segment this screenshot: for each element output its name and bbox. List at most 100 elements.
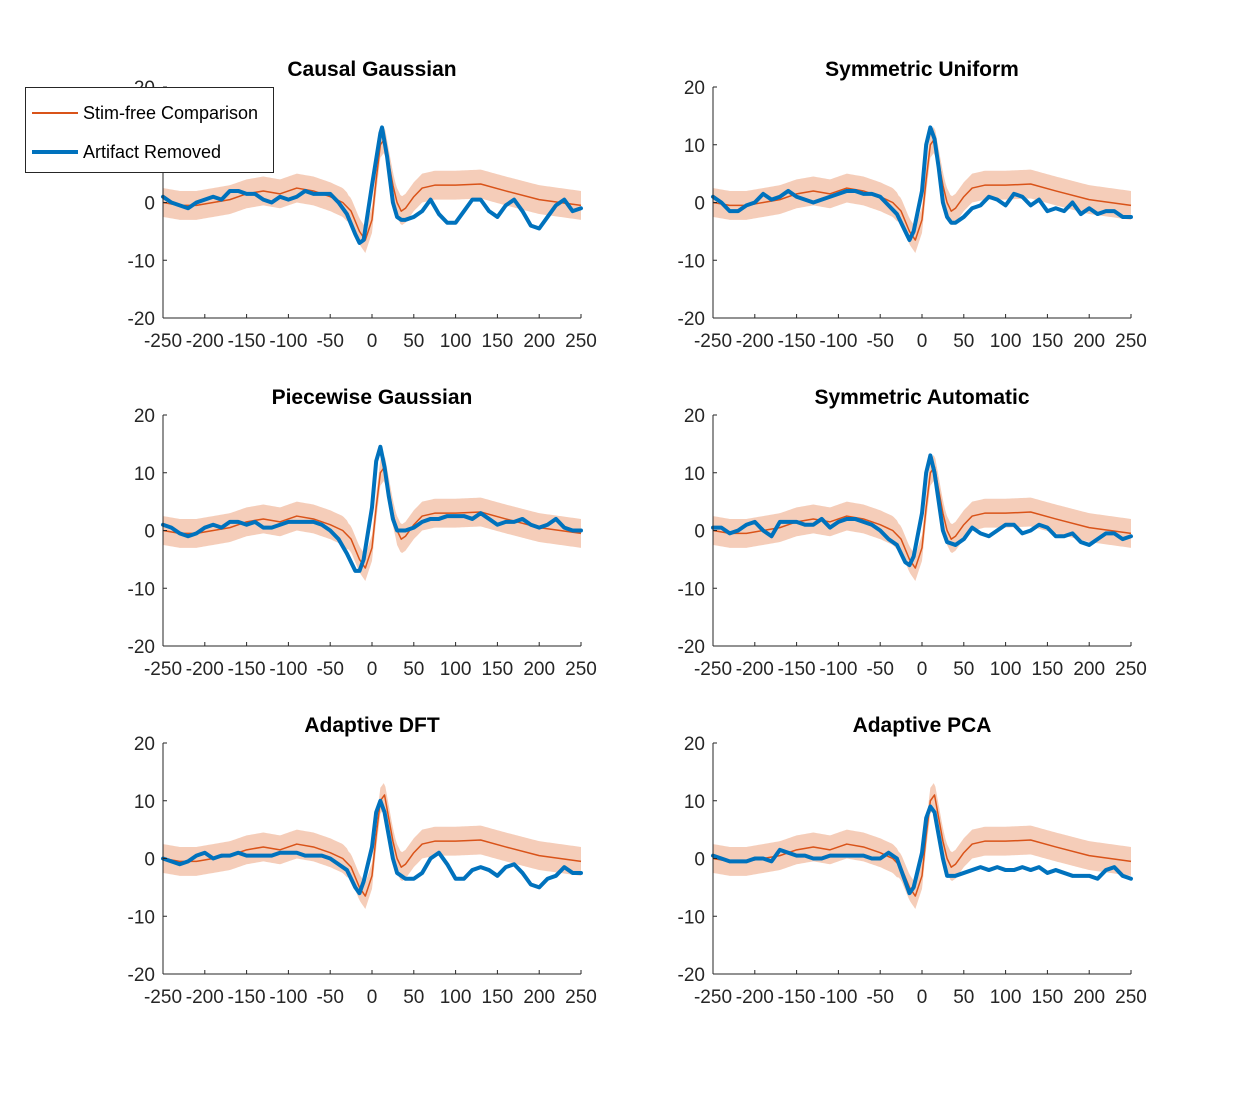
x-tick-label: 0 xyxy=(917,659,928,680)
subplot-title: Symmetric Automatic xyxy=(814,386,1029,409)
y-tick-label: -10 xyxy=(128,907,155,928)
x-tick-label: 0 xyxy=(367,331,378,352)
y-tick-label: 10 xyxy=(684,136,705,157)
y-tick-label: -10 xyxy=(128,251,155,272)
x-tick-label: 250 xyxy=(565,331,597,352)
x-tick-label: 150 xyxy=(1032,987,1064,1008)
legend-item-comparison: Stim-free Comparison xyxy=(32,101,258,125)
y-tick-label: -20 xyxy=(128,965,155,986)
comparison-line xyxy=(162,466,582,569)
series-comparison xyxy=(162,455,582,582)
y-tick-label: -20 xyxy=(128,637,155,658)
y-tick-label: 0 xyxy=(694,194,705,215)
x-tick-label: -150 xyxy=(778,987,816,1008)
subplot-title: Causal Gaussian xyxy=(287,58,456,81)
x-tick-label: 200 xyxy=(523,331,555,352)
y-tick-label: 0 xyxy=(694,850,705,871)
x-tick-label: 100 xyxy=(440,987,472,1008)
y-tick-label: 0 xyxy=(144,522,155,543)
subplot-title: Piecewise Gaussian xyxy=(272,386,473,409)
artifact-line xyxy=(711,125,1133,243)
x-tick-label: -50 xyxy=(866,659,893,680)
x-tick-label: -50 xyxy=(866,331,893,352)
comparison-line xyxy=(712,138,1132,241)
y-tick-label: -20 xyxy=(678,965,705,986)
x-tick-label: 150 xyxy=(482,331,514,352)
x-tick-label: 200 xyxy=(523,987,555,1008)
x-tick-label: -150 xyxy=(228,331,266,352)
confidence-band xyxy=(713,127,1131,254)
x-tick-label: 200 xyxy=(523,659,555,680)
x-tick-label: -100 xyxy=(269,987,307,1008)
x-tick-label: 50 xyxy=(953,659,974,680)
x-tick-label: -250 xyxy=(144,331,182,352)
x-tick-label: 100 xyxy=(990,331,1022,352)
x-tick-label: 50 xyxy=(953,987,974,1008)
artifact-line xyxy=(161,444,583,573)
x-tick-label: -200 xyxy=(736,331,774,352)
x-tick-label: 200 xyxy=(1073,659,1105,680)
x-tick-label: -150 xyxy=(778,659,816,680)
y-tick-label: 10 xyxy=(684,464,705,485)
subplot-title: Adaptive DFT xyxy=(304,714,440,737)
x-tick-label: -50 xyxy=(866,987,893,1008)
x-tick-label: 200 xyxy=(1073,987,1105,1008)
x-tick-label: -150 xyxy=(228,987,266,1008)
y-tick-label: 20 xyxy=(134,406,155,427)
y-tick-label: 10 xyxy=(684,792,705,813)
x-tick-label: 150 xyxy=(482,987,514,1008)
series-comparison xyxy=(712,783,1132,910)
x-tick-label: 250 xyxy=(1115,331,1147,352)
y-tick-label: 10 xyxy=(134,792,155,813)
subplot-1: Causal Gaussian-20-1001020-250-200-150-1… xyxy=(128,58,597,352)
x-tick-label: -150 xyxy=(778,331,816,352)
x-tick-label: -200 xyxy=(736,987,774,1008)
y-tick-label: 0 xyxy=(144,194,155,215)
legend-swatch-comparison xyxy=(32,112,78,114)
x-tick-label: -100 xyxy=(819,987,857,1008)
x-tick-label: 0 xyxy=(917,987,928,1008)
artifact-line xyxy=(711,453,1133,568)
x-tick-label: 150 xyxy=(1032,659,1064,680)
y-tick-label: -20 xyxy=(678,637,705,658)
y-tick-label: 0 xyxy=(694,522,705,543)
y-tick-label: -10 xyxy=(678,251,705,272)
y-tick-label: 20 xyxy=(684,734,705,755)
subplot-title: Adaptive PCA xyxy=(853,714,992,737)
x-tick-label: -250 xyxy=(694,987,732,1008)
y-tick-label: 10 xyxy=(134,464,155,485)
artifact-line xyxy=(711,804,1133,896)
x-tick-label: -150 xyxy=(228,659,266,680)
x-tick-label: -100 xyxy=(819,659,857,680)
x-tick-label: -250 xyxy=(144,659,182,680)
x-tick-label: 0 xyxy=(367,987,378,1008)
x-tick-label: -50 xyxy=(316,987,343,1008)
x-tick-label: -100 xyxy=(269,331,307,352)
subplot-title: Symmetric Uniform xyxy=(825,58,1019,81)
x-tick-label: -200 xyxy=(186,659,224,680)
artifact-line xyxy=(161,125,583,245)
y-tick-label: 20 xyxy=(684,406,705,427)
x-tick-label: 0 xyxy=(917,331,928,352)
confidence-band xyxy=(163,455,581,582)
x-tick-label: 200 xyxy=(1073,331,1105,352)
x-tick-label: 100 xyxy=(990,659,1022,680)
comparison-line xyxy=(712,794,1132,897)
x-tick-label: 50 xyxy=(403,659,424,680)
x-tick-label: 250 xyxy=(1115,659,1147,680)
x-tick-label: 250 xyxy=(565,987,597,1008)
x-tick-label: 250 xyxy=(565,659,597,680)
x-tick-label: 100 xyxy=(440,331,472,352)
y-tick-label: -10 xyxy=(678,579,705,600)
legend-label-artifact: Artifact Removed xyxy=(83,141,222,162)
y-tick-label: -20 xyxy=(678,309,705,330)
confidence-band xyxy=(163,783,581,910)
x-tick-label: -100 xyxy=(269,659,307,680)
x-tick-label: -50 xyxy=(316,659,343,680)
x-tick-label: 150 xyxy=(1032,331,1064,352)
series-comparison xyxy=(712,127,1132,254)
